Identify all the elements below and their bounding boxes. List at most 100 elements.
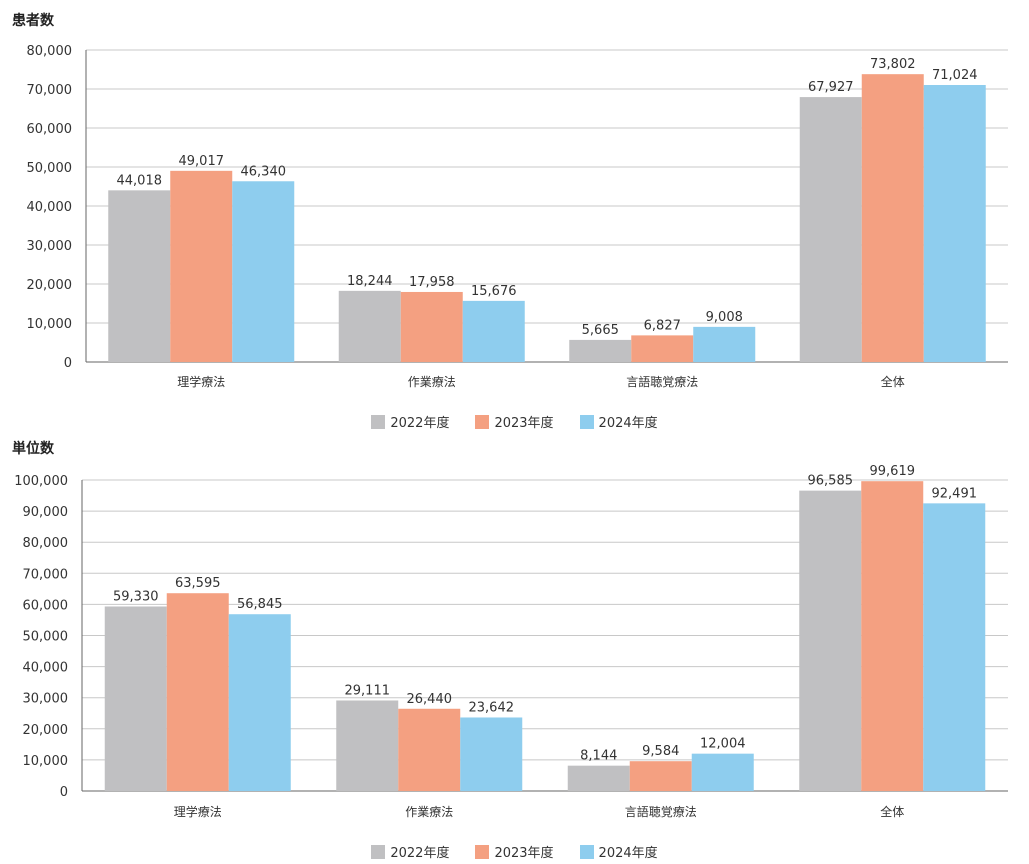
data-label: 15,676: [471, 284, 517, 299]
chart-title: 患者数: [12, 13, 54, 29]
data-label: 5,665: [582, 323, 619, 338]
legend-swatch-2022: [371, 844, 386, 859]
bar: [232, 181, 295, 362]
y-tick-label: 30,000: [23, 692, 69, 707]
bar: [104, 606, 167, 791]
y-tick-label: 80,000: [27, 44, 73, 59]
bar: [799, 97, 862, 362]
y-tick-label: 10,000: [23, 754, 69, 769]
y-tick-label: 60,000: [23, 598, 69, 613]
data-label: 56,845: [237, 597, 283, 612]
data-label: 23,642: [469, 700, 515, 715]
legend-item-2022: 2022年度: [371, 842, 449, 861]
bar: [629, 761, 692, 791]
y-tick-label: 0: [60, 785, 68, 800]
y-tick-label: 100,000: [14, 474, 68, 489]
data-label: 99,619: [870, 464, 916, 479]
y-tick-label: 70,000: [23, 567, 69, 582]
data-label: 59,330: [113, 589, 159, 604]
legend-swatch-2022: [371, 414, 386, 429]
category-label: 作業療法: [405, 805, 453, 819]
data-label: 18,244: [347, 274, 393, 289]
y-tick-label: 30,000: [27, 239, 73, 254]
bar: [799, 490, 862, 791]
data-label: 46,340: [241, 164, 287, 179]
category-label: 理学療法: [174, 804, 222, 819]
bar: [460, 717, 523, 791]
bar: [400, 291, 463, 362]
unit-count-chart: 単位数 0 10,000 20,000 30,000 40,000 50,000 60,00…: [0, 432, 1029, 864]
y-tick-label: 20,000: [23, 723, 69, 738]
y-tick-label: 10,000: [27, 317, 73, 332]
y-tick-label: 50,000: [27, 161, 73, 176]
category-label: 全体: [880, 804, 904, 819]
bar: [923, 85, 986, 362]
category-label: 全体: [881, 374, 905, 389]
bar: [228, 614, 291, 791]
data-label: 6,827: [644, 318, 681, 333]
legend-item-2022: 2022年度: [371, 412, 449, 431]
category-label: 言語聴覚療法: [626, 374, 698, 389]
legend-item-2024: 2024年度: [579, 412, 658, 431]
legend-item-2023: 2023年度: [475, 842, 554, 861]
y-tick-label: 40,000: [23, 661, 69, 676]
data-label: 12,004: [700, 737, 746, 752]
legend-swatch-2024: [579, 414, 594, 429]
data-label: 71,024: [932, 68, 978, 83]
bar: [691, 753, 754, 791]
y-tick-label: 60,000: [27, 122, 73, 137]
legend: 2022年度 2023年度 2024年度: [0, 412, 1029, 431]
bar: [108, 190, 171, 362]
patient-count-plot: 0 10,000 20,000 30,000 40,000 50,000 60,000 70,…: [27, 44, 1008, 389]
legend-item-2023: 2023年度: [475, 412, 554, 431]
category-label: 作業療法: [408, 375, 456, 389]
legend: 2022年度 2023年度 2024年度: [0, 842, 1029, 861]
data-label: 8,144: [580, 749, 617, 764]
data-label: 67,927: [808, 80, 854, 95]
data-label: 49,017: [179, 154, 225, 169]
bar: [569, 339, 632, 362]
data-label: 73,802: [870, 57, 916, 72]
y-tick-label: 50,000: [23, 630, 69, 645]
category-label: 言語聴覚療法: [625, 804, 697, 819]
data-label: 9,584: [642, 744, 679, 759]
bar: [170, 170, 233, 362]
y-tick-label: 20,000: [27, 278, 73, 293]
bar: [693, 326, 756, 362]
data-label: 17,958: [409, 275, 455, 290]
bar: [923, 503, 986, 791]
bar: [462, 300, 525, 362]
legend-label: 2023年度: [494, 416, 554, 431]
legend-label: 2023年度: [494, 846, 554, 861]
unit-count-plot: 0 10,000 20,000 30,000 40,000 50,000 60,000 70,…: [14, 464, 1008, 819]
data-label: 63,595: [175, 576, 221, 591]
bar: [631, 335, 694, 362]
legend-swatch-2024: [579, 844, 594, 859]
y-tick-label: 0: [64, 356, 72, 371]
y-tick-label: 90,000: [23, 505, 69, 520]
legend-swatch-2023: [475, 844, 490, 859]
data-label: 26,440: [407, 692, 453, 707]
chart-title: 単位数: [12, 441, 54, 457]
y-tick-label: 70,000: [27, 83, 73, 98]
legend-swatch-2023: [475, 414, 490, 429]
bar: [861, 74, 924, 362]
data-label: 44,018: [117, 173, 163, 188]
y-tick-label: 80,000: [23, 536, 69, 551]
data-label: 96,585: [808, 474, 854, 489]
y-tick-label: 40,000: [27, 200, 73, 215]
data-label: 9,008: [706, 310, 743, 325]
legend-label: 2024年度: [598, 846, 658, 861]
bar: [861, 481, 924, 791]
patient-count-chart: 患者数 0 10,000 20,000 30,000 40,000 50,000 60,00…: [0, 13, 1029, 431]
legend-label: 2024年度: [598, 416, 658, 431]
legend-label: 2022年度: [390, 846, 450, 861]
bar: [567, 765, 630, 791]
bar: [166, 593, 229, 791]
legend-label: 2022年度: [390, 416, 450, 431]
data-label: 29,111: [345, 683, 391, 698]
bar: [338, 290, 401, 362]
legend-item-2024: 2024年度: [579, 842, 658, 861]
category-label: 理学療法: [177, 374, 225, 389]
data-label: 92,491: [932, 486, 978, 501]
